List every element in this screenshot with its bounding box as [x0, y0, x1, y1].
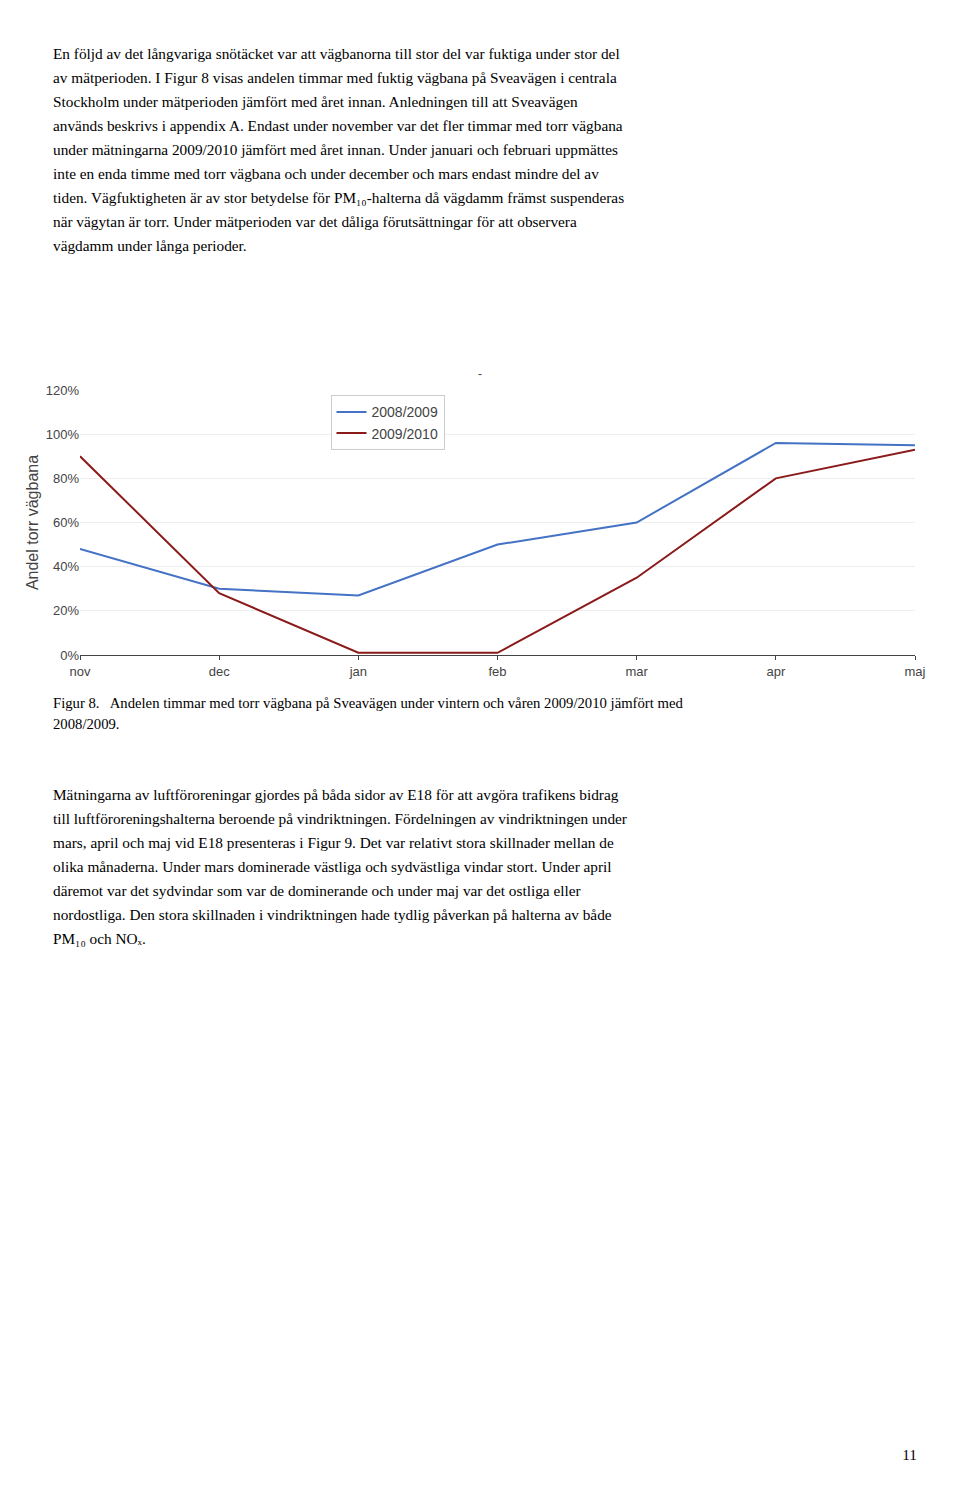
html-text:mars, april och maj vid E18 pr: mars, april och maj vid E18 presenteras …: [53, 834, 614, 851]
svg-text:apr: apr: [766, 664, 785, 679]
svg-text:80%: 80%: [53, 471, 79, 486]
html-text:används beskrivs i appendix A.: används beskrivs i appendix A. Endast un…: [53, 117, 623, 134]
html-text:2008/2009.: 2008/2009.: [53, 716, 120, 732]
html-text:tiden. Vägfuktigheten är av st: tiden. Vägfuktigheten är av stor betydel…: [53, 189, 625, 206]
html-text:olika månaderna. Under mars do: olika månaderna. Under mars dominerade v…: [53, 858, 612, 875]
svg-text:dec: dec: [209, 664, 230, 679]
html-text:när vägytan är torr. Under mät: när vägytan är torr. Under mätperioden v…: [53, 213, 577, 230]
svg-text:maj: maj: [905, 664, 926, 679]
svg-text:40%: 40%: [53, 559, 79, 574]
html-text:PM₁₀ och NOₓ.: PM₁₀ och NOₓ.: [53, 930, 146, 947]
svg-text:mar: mar: [625, 664, 648, 679]
html-text:inte en enda timme med torr vä: inte en enda timme med torr vägbana och …: [53, 165, 599, 182]
html-text:av mätperioden. I Figur 8 visa: av mätperioden. I Figur 8 visas andelen …: [53, 69, 617, 86]
html-text:till luftföroreningshalterna b: till luftföroreningshalterna beroende på…: [53, 810, 627, 827]
html-text:Figur 8. Andelen timmar med to: Figur 8. Andelen timmar med torr vägbana…: [53, 695, 683, 711]
svg-text:2009/2010: 2009/2010: [372, 426, 438, 442]
html-text:Mätningarna av luftföroreninga: Mätningarna av luftföroreningar gjordes …: [53, 786, 619, 803]
html-text:Stockholm under mätperioden jä: Stockholm under mätperioden jämfört med …: [53, 93, 578, 110]
html-text:11: 11: [902, 1446, 917, 1463]
svg-text:feb: feb: [488, 664, 506, 679]
svg-text:Andel torr vägbana: Andel torr vägbana: [24, 455, 41, 590]
html-text:En följd av det långvariga snö: En följd av det långvariga snötäcket var…: [53, 45, 620, 62]
svg-text:0%: 0%: [60, 648, 79, 663]
svg-text:100%: 100%: [46, 427, 80, 442]
html-text:vägdamm under långa perioder.: vägdamm under långa perioder.: [53, 237, 247, 254]
svg-text:2008/2009: 2008/2009: [372, 404, 438, 420]
svg-text:60%: 60%: [53, 515, 79, 530]
svg-text:120%: 120%: [46, 383, 80, 398]
svg-text:-: -: [478, 367, 482, 381]
svg-text:jan: jan: [349, 664, 367, 679]
svg-text:20%: 20%: [53, 603, 79, 618]
html-text:under mätningarna 2009/2010 jä: under mätningarna 2009/2010 jämfört med …: [53, 141, 618, 158]
html-text:nordostliga. Den stora skillna: nordostliga. Den stora skillnaden i vind…: [53, 906, 612, 923]
html-text:däremot var det sydvindar som: däremot var det sydvindar som var de dom…: [53, 882, 581, 899]
svg-text:nov: nov: [70, 664, 91, 679]
